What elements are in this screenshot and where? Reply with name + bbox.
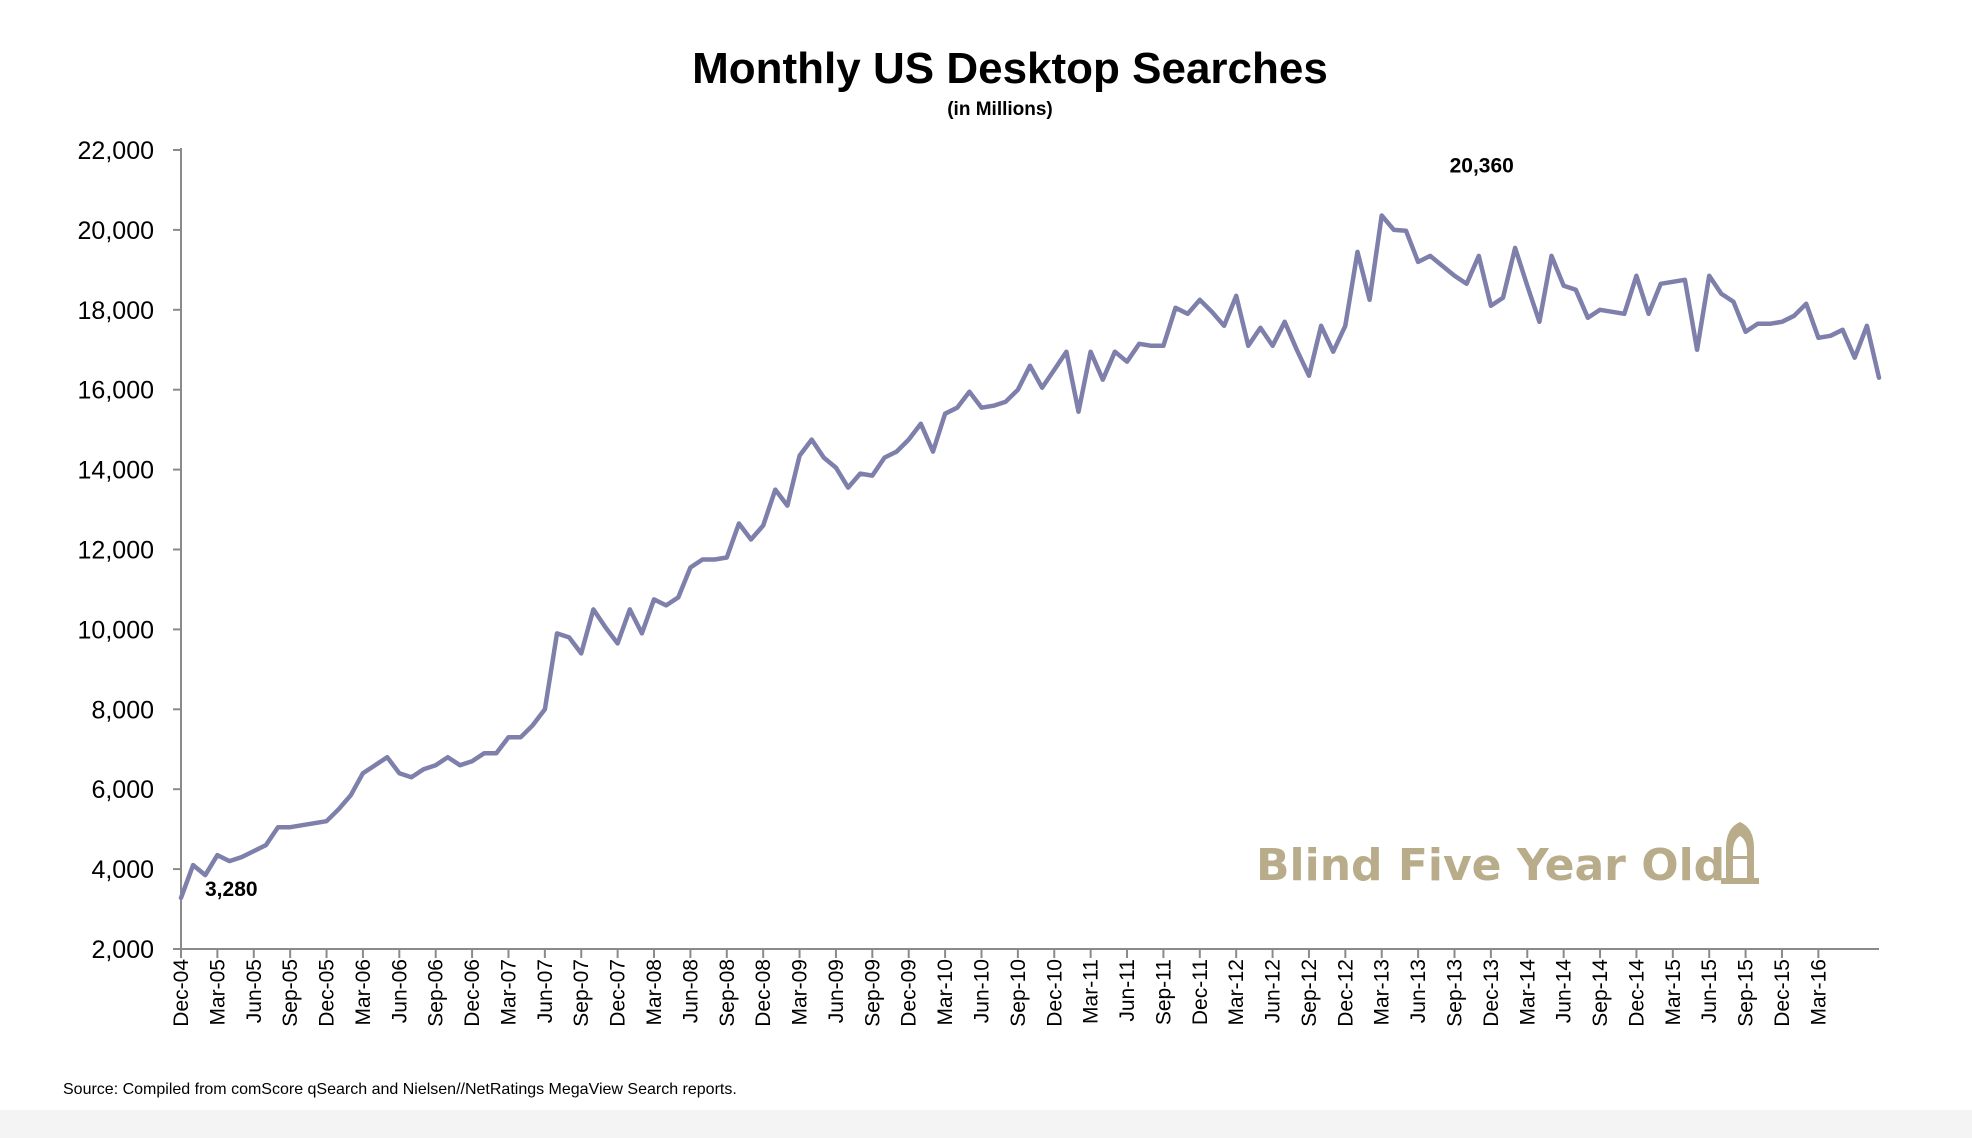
x-tick-label: Mar-09 [789,959,812,1026]
chart-subtitle: (in Millions) [947,99,1053,120]
x-tick-label: Mar-08 [643,959,666,1026]
x-tick-label: Dec-15 [1771,959,1794,1027]
x-tick-label: Dec-13 [1480,959,1503,1027]
x-tick-label: Mar-15 [1662,959,1685,1026]
x-tick-label: Sep-06 [425,959,448,1027]
x-tick-label: Sep-10 [1007,959,1030,1027]
chart-title: Monthly US Desktop Searches [692,44,1328,93]
x-tick-label: Sep-15 [1735,959,1758,1027]
y-tick-label: 20,000 [78,217,154,245]
x-tick-label: Mar-16 [1807,959,1830,1026]
x-tick-label: Jun-07 [534,959,557,1023]
x-tick-label: Jun-09 [825,959,848,1023]
x-tick-label: Mar-06 [352,959,375,1026]
building-logo-icon [1721,822,1759,884]
y-tick-label: 14,000 [78,457,154,485]
x-tick-label: Jun-11 [1116,959,1139,1022]
x-tick-label: Dec-04 [170,959,193,1027]
x-tick-label: Mar-12 [1225,959,1248,1026]
y-tick-label: 12,000 [78,537,154,565]
x-tick-label: Dec-06 [461,959,484,1027]
x-tick-label: Dec-14 [1625,959,1648,1027]
x-tick-label: Dec-07 [607,959,630,1027]
x-tick-label: Dec-08 [752,959,775,1027]
annotations: 3,280 20,360 [205,155,1514,901]
y-tick-label: 10,000 [78,616,154,644]
x-tick-label: Jun-05 [243,959,266,1023]
x-tick-label: Sep-14 [1589,959,1612,1027]
x-tick-label: Jun-14 [1553,959,1576,1024]
x-tick-label: Jun-12 [1262,959,1285,1023]
x-tick-label: Dec-12 [1334,959,1357,1027]
x-tick-label: Mar-13 [1371,959,1394,1026]
x-tick-label: Jun-06 [388,959,411,1023]
x-tick-label: Sep-09 [861,959,884,1027]
data-label: 20,360 [1450,155,1514,178]
data-label: 3,280 [205,878,258,901]
x-tick-label: Sep-11 [1152,959,1175,1025]
x-tick-label: Jun-13 [1407,959,1430,1023]
y-axis: 2,000 4,000 6,000 8,000 10,000 12,000 14,000 16… [78,137,182,964]
x-tick-label: Mar-14 [1516,959,1539,1026]
x-tick-label: Sep-05 [279,959,302,1027]
y-tick-label: 22,000 [78,137,154,165]
x-tick-label: Mar-10 [934,959,957,1026]
x-tick-label: Jun-15 [1698,959,1721,1023]
source-note: Source: Compiled from comScore qSearch a… [63,1081,737,1098]
x-tick-label: Dec-11 [1189,959,1212,1025]
x-tick-label: Dec-05 [316,959,339,1027]
y-tick-label: 4,000 [91,856,154,884]
x-tick-label: Sep-08 [716,959,739,1027]
series-lines [178,213,1882,901]
series-line [178,213,1882,901]
x-tick-label: Sep-13 [1444,959,1467,1027]
watermark-text: Blind Five Year Old [1256,840,1725,891]
x-tick-label: Mar-07 [497,959,520,1026]
y-tick-label: 2,000 [91,936,154,964]
x-axis: Dec-04 Mar-05 Jun-05 Sep-05 Dec-05 Mar-06 Jun-… [170,948,1879,1027]
watermark: Blind Five Year Old [1256,822,1759,891]
y-tick-label: 16,000 [78,377,154,405]
y-tick-label: 6,000 [91,776,154,804]
x-tick-label: Dec-09 [898,959,921,1027]
y-tick-label: 18,000 [78,297,154,325]
x-tick-label: Mar-11 [1080,959,1103,1024]
x-tick-label: Sep-07 [570,959,593,1027]
x-tick-label: Jun-08 [679,959,702,1023]
y-tick-label: 8,000 [91,696,154,724]
x-tick-label: Sep-12 [1298,959,1321,1027]
x-tick-label: Jun-10 [970,959,993,1023]
x-tick-label: Dec-10 [1043,959,1066,1027]
x-tick-label: Mar-05 [206,959,229,1026]
bottom-strip [0,1110,1972,1138]
